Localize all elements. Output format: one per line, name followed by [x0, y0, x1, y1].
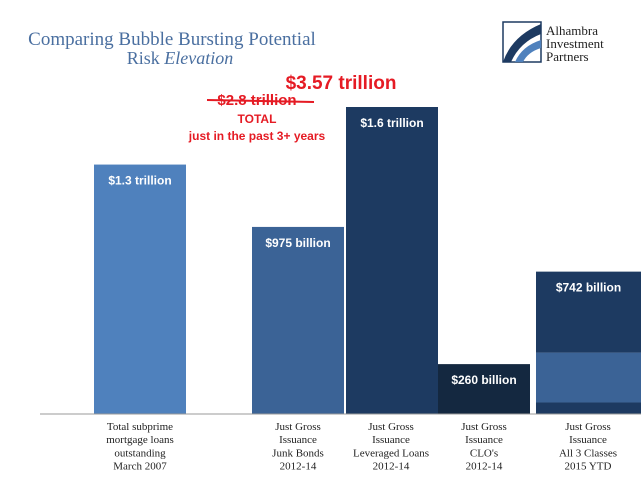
total-caption-1: TOTAL [238, 112, 277, 126]
bar-segment [536, 352, 641, 403]
total-new-label: $3.57 trillion [286, 73, 397, 94]
tick-label: Just Gross Issuance All 3 Classes 2015 YTD [559, 421, 617, 473]
tick-label: Just Gross Issuance Leveraged Loans 2012-14 [353, 421, 429, 473]
data-label: $742 billion [556, 281, 621, 295]
data-label: $1.6 trillion [360, 116, 423, 130]
bar-segment [536, 402, 641, 414]
logo-mark-icon [502, 21, 542, 63]
bar-segment [536, 271, 641, 353]
data-label: $1.3 trillion [108, 174, 171, 188]
x-axis-labels: Total subprime mortgage loans outstanding M… [106, 421, 617, 473]
tick-label: Just Gross Issuance Junk Bonds 2012-14 [272, 421, 324, 473]
chart-title: Comparing Bubble Bursting Potential [28, 29, 316, 50]
logo-line3: Partners [546, 49, 589, 64]
total-caption-2: just in the past 3+ years [188, 129, 326, 143]
logo-line2: Investment [546, 36, 604, 51]
bar [346, 107, 438, 414]
logo: Alhambra Investment Partners [502, 21, 604, 64]
tick-label: Just Gross Issuance CLO's 2012-14 [461, 421, 507, 473]
bar [252, 226, 344, 414]
logo-line1: Alhambra [546, 23, 598, 38]
subtitle-emphasis: Elevation [163, 48, 233, 68]
total-old-struck: $2.8 trillion [206, 92, 315, 109]
chart-subtitle: Risk Elevation [127, 48, 234, 68]
strike-line [206, 99, 315, 103]
bar [94, 164, 186, 414]
subtitle-prefix: Risk [127, 48, 165, 68]
tick-label: Total subprime mortgage loans outstanding M… [106, 421, 174, 473]
bar [438, 364, 530, 414]
data-label: $975 billion [265, 236, 330, 250]
data-label: $260 billion [451, 373, 516, 387]
bars-layer: $1.3 trillion $975 billion $1.6 trillion $2… [94, 107, 641, 414]
